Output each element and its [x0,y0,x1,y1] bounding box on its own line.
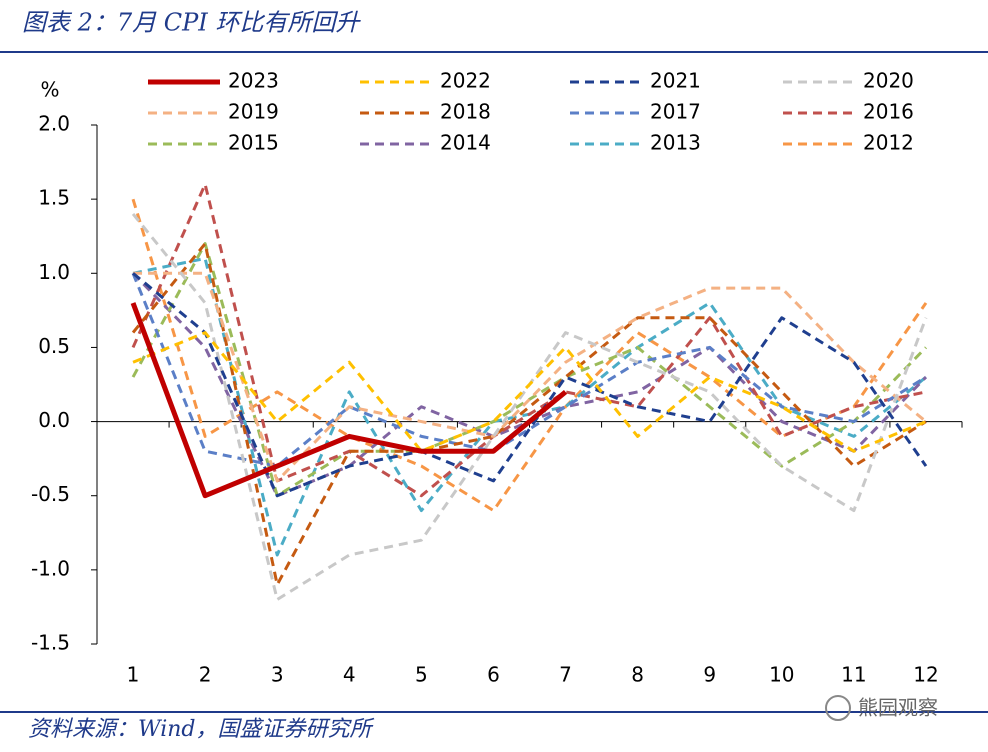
legend-label: 2016 [863,100,914,124]
y-tick-label: 1.5 [38,186,70,210]
watermark: 熊园观察 [858,696,938,720]
y-tick-label: 0.5 [38,334,70,358]
y-tick-label: 0.0 [38,408,70,432]
series-line [131,198,928,513]
legend-label: 2021 [650,69,701,93]
series-line [131,242,928,498]
x-tick-label: 11 [841,663,866,687]
legend-label: 2019 [228,100,279,124]
y-tick-label: -1.5 [31,631,70,655]
legend-label: 2023 [228,69,279,93]
x-tick-label: 4 [343,663,356,687]
series-line [131,182,927,498]
y-tick-label: -0.5 [31,482,70,506]
x-tick-label: 12 [913,663,938,687]
x-tick-label: 3 [271,663,284,687]
x-tick-label: 7 [559,663,572,687]
x-tick-label: 9 [703,663,716,687]
series-line [131,242,927,587]
legend-label: 2018 [440,100,491,124]
legend-label: 2015 [228,131,279,155]
y-axis-label: % [40,78,59,102]
legend-label: 2017 [650,100,701,124]
watermark-icon [825,695,851,721]
y-tick-label: 1.0 [38,260,70,284]
legend-label: 2022 [440,69,491,93]
x-tick-label: 8 [631,663,644,687]
legend-label: 2014 [440,131,491,155]
series-line [131,272,927,468]
y-tick-label: -1.0 [31,556,70,580]
source: 资料来源：Wind，国盛证券研究所 [28,717,375,742]
legend-label: 2012 [863,131,914,155]
x-tick-label: 6 [487,663,500,687]
y-tick-label: 2.0 [38,112,70,136]
legend-label: 2020 [863,69,914,93]
x-tick-label: 10 [769,663,794,687]
legend-label: 2013 [650,131,701,155]
series-line [130,302,568,499]
x-tick-label: 2 [199,663,212,687]
series-line [132,331,927,453]
series-line [133,271,927,483]
x-tick-label: 5 [415,663,428,687]
chart-title: 图表 2：7月 CPI 环比有所回升 [22,9,361,37]
x-tick-label: 1 [127,663,140,687]
